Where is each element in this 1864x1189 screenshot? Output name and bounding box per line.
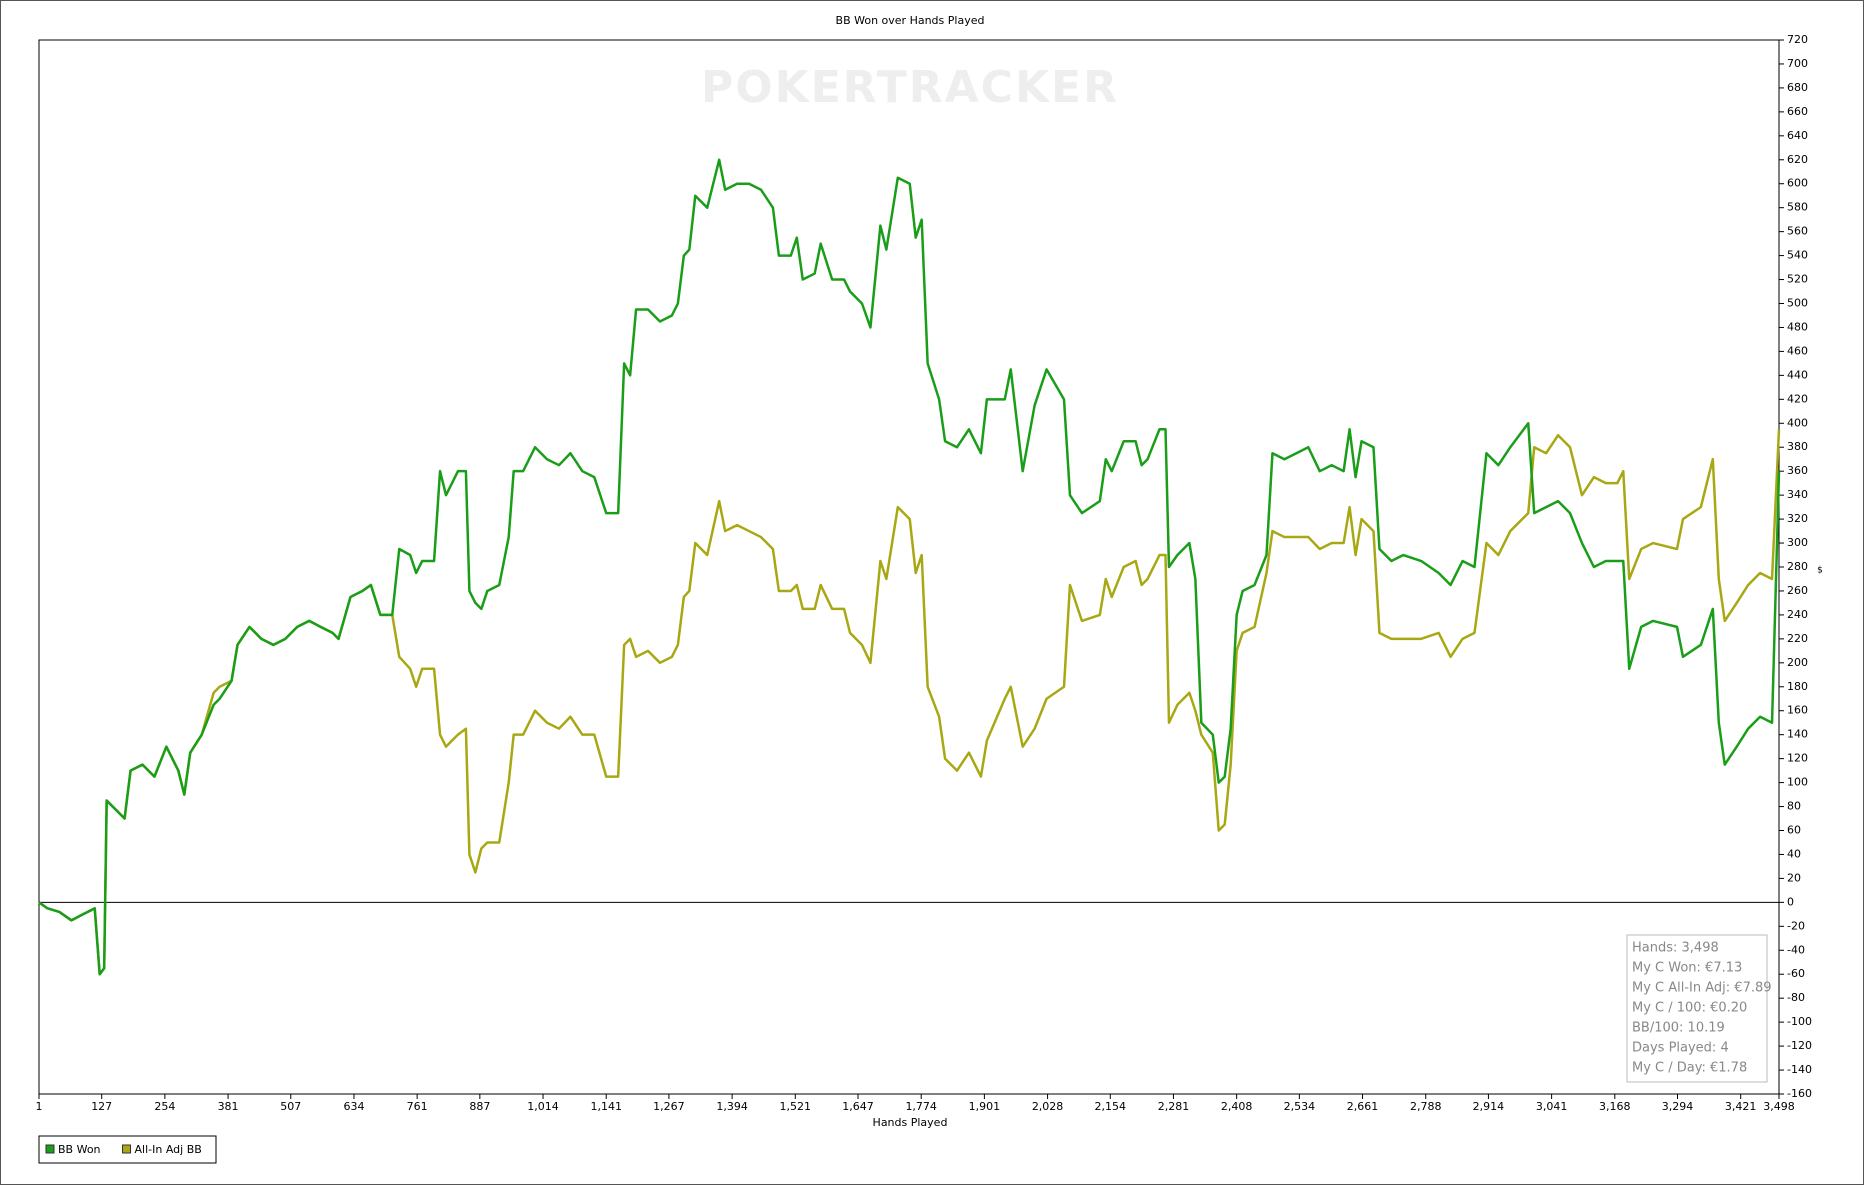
legend-label: All-In Adj BB <box>135 1143 202 1156</box>
y-tick-label: -20 <box>1787 919 1805 932</box>
y-tick-label: 560 <box>1787 225 1808 238</box>
y-tick-label: 260 <box>1787 584 1808 597</box>
x-tick-label: 3,041 <box>1536 1100 1568 1113</box>
y-tick-label: 720 <box>1787 33 1808 46</box>
y-tick-label: 280 <box>1787 560 1808 573</box>
x-tick-label: 634 <box>343 1100 364 1113</box>
x-axis-label: Hands Played <box>873 1116 948 1129</box>
x-tick-label: 1,521 <box>780 1100 812 1113</box>
y-tick-label: 460 <box>1787 344 1808 357</box>
y-tick-label: 500 <box>1787 297 1808 310</box>
y-tick-label: -60 <box>1787 967 1805 980</box>
y-tick-label: 80 <box>1787 800 1801 813</box>
stats-line: My C / 100: €0.20 <box>1632 1001 1747 1016</box>
y-tick-label: 140 <box>1787 728 1808 741</box>
chart-title: BB Won over Hands Played <box>836 14 985 27</box>
y-tick-label: 580 <box>1787 201 1808 214</box>
x-tick-label: 3,294 <box>1662 1100 1694 1113</box>
x-tick-label: 3,421 <box>1725 1100 1757 1113</box>
watermark: POKERTRACKER <box>701 62 1119 113</box>
y-tick-label: 20 <box>1787 871 1801 884</box>
x-tick-label: 2,408 <box>1221 1100 1253 1113</box>
y-tick-label: 620 <box>1787 153 1808 166</box>
x-tick-label: 1,774 <box>905 1100 937 1113</box>
y-tick-label: 100 <box>1787 776 1808 789</box>
y-tick-label: 320 <box>1787 512 1808 525</box>
x-tick-label: 1 <box>36 1100 43 1113</box>
y-tick-label: 200 <box>1787 656 1808 669</box>
y-tick-label: -40 <box>1787 943 1805 956</box>
y-tick-label: -160 <box>1787 1087 1812 1100</box>
legend-swatch <box>45 1144 55 1154</box>
x-tick-label: 1,014 <box>527 1100 559 1113</box>
y-tick-label: 220 <box>1787 632 1808 645</box>
stats-box <box>1626 934 1768 1083</box>
y-tick-label: -140 <box>1787 1063 1812 1076</box>
x-tick-label: 3,498 <box>1763 1100 1795 1113</box>
x-tick-label: 507 <box>280 1100 301 1113</box>
y-tick-label: 680 <box>1787 81 1808 94</box>
y-tick-label: 420 <box>1787 392 1808 405</box>
stats-line: My C All-In Adj: €7.89 <box>1632 981 1772 996</box>
y-tick-label: 0 <box>1787 895 1794 908</box>
x-tick-label: 381 <box>218 1100 239 1113</box>
x-tick-label: 2,914 <box>1473 1100 1505 1113</box>
stats-line: My C / Day: €1.78 <box>1632 1061 1747 1076</box>
y-tick-label: 520 <box>1787 273 1808 286</box>
y-tick-label: 40 <box>1787 847 1801 860</box>
y-tick-label: 60 <box>1787 824 1801 837</box>
y-tick-label: 360 <box>1787 464 1808 477</box>
y-tick-label: 640 <box>1787 129 1808 142</box>
x-tick-label: 2,028 <box>1032 1100 1064 1113</box>
y-tick-label: 240 <box>1787 608 1808 621</box>
y-tick-label: 300 <box>1787 536 1808 549</box>
stats-line: BB/100: 10.19 <box>1632 1021 1725 1036</box>
x-tick-label: 1,394 <box>716 1100 748 1113</box>
x-tick-label: 3,168 <box>1599 1100 1631 1113</box>
y-tick-label: -120 <box>1787 1039 1812 1052</box>
x-tick-label: 2,788 <box>1410 1100 1442 1113</box>
x-tick-label: 761 <box>407 1100 428 1113</box>
series-line <box>38 158 1781 976</box>
stats-line: Hands: 3,498 <box>1632 941 1719 956</box>
y-tick-label: -100 <box>1787 1015 1812 1028</box>
y-tick-label: -80 <box>1787 991 1805 1004</box>
stats-line: My C Won: €7.13 <box>1632 961 1742 976</box>
y-axis-label: $ <box>1817 566 1823 576</box>
x-tick-label: 1,901 <box>969 1100 1001 1113</box>
y-tick-label: 540 <box>1787 249 1808 262</box>
y-tick-label: 440 <box>1787 368 1808 381</box>
x-tick-label: 1,267 <box>653 1100 685 1113</box>
stats-line: Days Played: 4 <box>1632 1041 1729 1056</box>
legend-swatch <box>122 1144 132 1154</box>
y-tick-label: 340 <box>1787 488 1808 501</box>
x-tick-label: 1,647 <box>842 1100 874 1113</box>
legend <box>38 1135 217 1164</box>
x-tick-label: 254 <box>154 1100 175 1113</box>
y-tick-label: 480 <box>1787 320 1808 333</box>
y-tick-label: 660 <box>1787 105 1808 118</box>
y-tick-label: 180 <box>1787 680 1808 693</box>
legend-label: BB Won <box>58 1143 101 1156</box>
x-tick-label: 1,141 <box>590 1100 622 1113</box>
x-tick-label: 2,154 <box>1095 1100 1127 1113</box>
y-tick-label: 380 <box>1787 440 1808 453</box>
x-tick-label: 127 <box>91 1100 112 1113</box>
y-tick-label: 600 <box>1787 177 1808 190</box>
x-tick-label: 2,661 <box>1347 1100 1379 1113</box>
y-tick-label: 160 <box>1787 704 1808 717</box>
y-tick-label: 700 <box>1787 57 1808 70</box>
x-tick-label: 887 <box>469 1100 490 1113</box>
y-tick-label: 400 <box>1787 416 1808 429</box>
y-tick-label: 120 <box>1787 752 1808 765</box>
x-tick-label: 2,534 <box>1284 1100 1316 1113</box>
x-tick-label: 2,281 <box>1158 1100 1190 1113</box>
